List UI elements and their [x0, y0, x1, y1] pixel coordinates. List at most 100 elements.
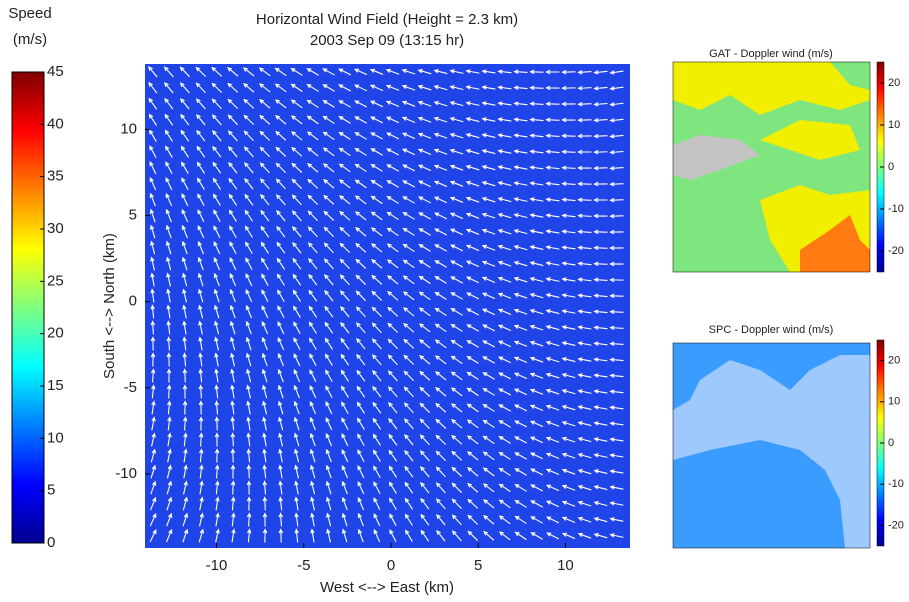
wind-arrow: [577, 500, 592, 507]
wind-arrow: [514, 499, 527, 508]
wind-arrow: [214, 336, 219, 351]
wind-arrow: [338, 131, 351, 140]
wind-arrow: [369, 100, 384, 108]
wind-arrow: [165, 208, 172, 223]
wind-arrow: [465, 228, 480, 235]
wind-arrow: [561, 357, 576, 363]
wind-arrow: [340, 353, 350, 366]
wind-arrow: [355, 290, 366, 302]
wind-arrow: [227, 130, 238, 142]
wind-arrow: [355, 227, 367, 237]
wind-arrow: [274, 83, 287, 93]
wind-arrow: [545, 436, 560, 443]
wind-arrow: [389, 513, 397, 526]
wind-arrow: [149, 129, 157, 142]
wind-arrow: [373, 465, 381, 478]
wind-arrow: [513, 292, 528, 299]
wind-arrow: [386, 227, 399, 237]
wind-arrow: [449, 164, 464, 171]
wind-arrow: [182, 384, 188, 399]
wind-arrow: [278, 432, 284, 447]
wind-arrow: [450, 387, 463, 397]
wind-arrow: [467, 498, 479, 509]
wind-arrow: [230, 384, 235, 399]
wind-arrow: [385, 100, 400, 108]
wind-arrow: [466, 292, 480, 300]
wind-arrow: [247, 528, 252, 543]
wind-arrow: [213, 304, 220, 319]
wind-arrow: [593, 421, 608, 426]
wind-arrow: [290, 115, 303, 125]
wind-arrow: [260, 209, 270, 222]
wind-arrow: [577, 229, 592, 235]
wind-arrow: [355, 242, 367, 253]
wind-arrow: [198, 336, 203, 351]
wind-arrow: [213, 225, 221, 239]
wind-arrow: [593, 341, 608, 346]
wind-arrow: [419, 386, 431, 397]
wind-arrow: [545, 293, 560, 298]
wind-arrow: [545, 181, 560, 186]
wind-arrow: [577, 468, 592, 475]
wind-arrow: [213, 256, 221, 271]
wind-arrow: [293, 432, 300, 447]
wind-arrow: [341, 480, 348, 495]
wind-arrow: [227, 114, 238, 126]
wind-arrow: [198, 368, 203, 383]
wind-arrow: [339, 242, 351, 253]
wind-arrow: [593, 213, 608, 219]
wind-arrow: [497, 324, 512, 332]
wind-arrow: [294, 464, 299, 479]
wind-arrow: [370, 148, 383, 156]
wind-arrow: [230, 416, 235, 431]
wind-arrow: [373, 528, 381, 543]
wind-arrow: [482, 340, 496, 348]
wind-arrow: [609, 197, 624, 203]
wind-arrow: [433, 100, 448, 107]
wind-arrow: [151, 400, 156, 415]
wind-arrow: [182, 368, 188, 383]
wind-arrow: [466, 308, 479, 316]
colorbar-tick-label: 40: [47, 115, 64, 132]
wind-arrow: [166, 336, 172, 351]
wind-arrow: [151, 384, 156, 399]
wind-arrow: [530, 468, 544, 476]
wind-arrow: [261, 304, 269, 319]
wind-arrow: [498, 420, 511, 428]
wind-arrow: [433, 132, 448, 139]
wind-arrow: [278, 480, 283, 495]
wind-arrow: [292, 289, 301, 302]
wind-arrow: [196, 129, 206, 142]
wind-arrow: [229, 304, 236, 319]
wind-arrow: [513, 101, 528, 106]
wind-arrow: [293, 352, 301, 367]
wind-arrow: [529, 436, 544, 444]
wind-arrow: [294, 448, 300, 463]
heatmap: [673, 62, 870, 272]
wind-arrow: [387, 306, 399, 317]
wind-arrow: [196, 161, 206, 174]
wind-arrow: [577, 389, 592, 394]
wind-arrow: [577, 101, 592, 107]
wind-arrow: [514, 515, 527, 524]
wind-arrow: [166, 496, 173, 511]
wind-arrow: [166, 480, 173, 495]
wind-arrow: [418, 291, 431, 301]
wind-arrow: [292, 273, 302, 286]
wind-arrow: [466, 324, 479, 332]
wind-arrow: [466, 355, 479, 364]
wind-arrow: [545, 85, 560, 91]
y-tick-label: 10: [120, 120, 137, 137]
wind-arrow: [354, 84, 368, 92]
wind-arrow: [309, 400, 317, 415]
wind-arrow: [243, 114, 255, 125]
wind-arrow: [481, 69, 496, 74]
colorbar-label: (m/s): [13, 31, 47, 48]
wind-arrow: [275, 194, 286, 206]
wind-arrow: [609, 165, 624, 171]
colorbar-tick-label: -10: [888, 478, 904, 490]
wind-arrow: [354, 116, 367, 124]
wind-arrow: [199, 448, 204, 463]
wind-arrow: [326, 528, 331, 543]
wind-arrow: [401, 116, 416, 123]
